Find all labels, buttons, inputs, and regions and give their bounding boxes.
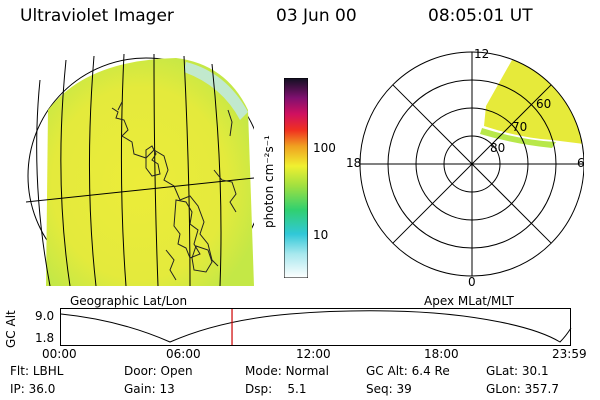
instrument-title: Ultraviolet Imager (20, 6, 174, 26)
info-dsp: Dsp: 5.1 (245, 382, 307, 396)
date-label: 03 Jun 00 (276, 6, 357, 26)
colorbar-unit-label: photon cm⁻²s⁻¹ (262, 135, 276, 228)
globe-label: Geographic Lat/Lon (70, 294, 188, 308)
info-door: Door: Open (124, 364, 193, 378)
lat-label-80: 80 (490, 141, 506, 155)
info-seq: Seq: 39 (366, 382, 412, 396)
info-filter: Flt: LBHL (10, 364, 64, 378)
alt-ytick-max: 9.0 (35, 309, 55, 323)
alt-xtick-1: 06:00 (166, 347, 201, 361)
polar-label: Apex MLat/MLT (424, 294, 514, 308)
alt-xtick-3: 18:00 (424, 347, 459, 361)
altitude-plot (60, 308, 572, 346)
mlt-label-12: 12 (474, 47, 490, 61)
polar-plot (359, 51, 584, 277)
time-label: 08:05:01 UT (428, 6, 533, 26)
mlt-label-0: 0 (468, 275, 476, 289)
mlt-label-18: 18 (346, 156, 362, 170)
info-gain: Gain: 13 (124, 382, 175, 396)
info-gc-alt: GC Alt: 6.4 Re (366, 364, 450, 378)
lat-label-70: 70 (512, 120, 528, 134)
info-glon: GLon: 357.7 (486, 382, 559, 396)
alt-ytick-min: 1.8 (35, 331, 55, 345)
colorbar (284, 78, 308, 278)
alt-ylabel: GC Alt (4, 310, 18, 348)
colorbar-tick-100: 100 (313, 141, 336, 155)
lat-label-60: 60 (536, 97, 552, 111)
info-glat: GLat: 30.1 (486, 364, 549, 378)
info-mode: Mode: Normal (245, 364, 329, 378)
alt-xtick-4: 23:59 (552, 347, 587, 361)
globe-image (26, 53, 254, 286)
mlt-label-6: 6 (577, 156, 585, 170)
alt-xtick-0: 00:00 (42, 347, 77, 361)
colorbar-tick-10: 10 (313, 228, 329, 242)
alt-xtick-2: 12:00 (296, 347, 331, 361)
info-ip: IP: 36.0 (10, 382, 56, 396)
